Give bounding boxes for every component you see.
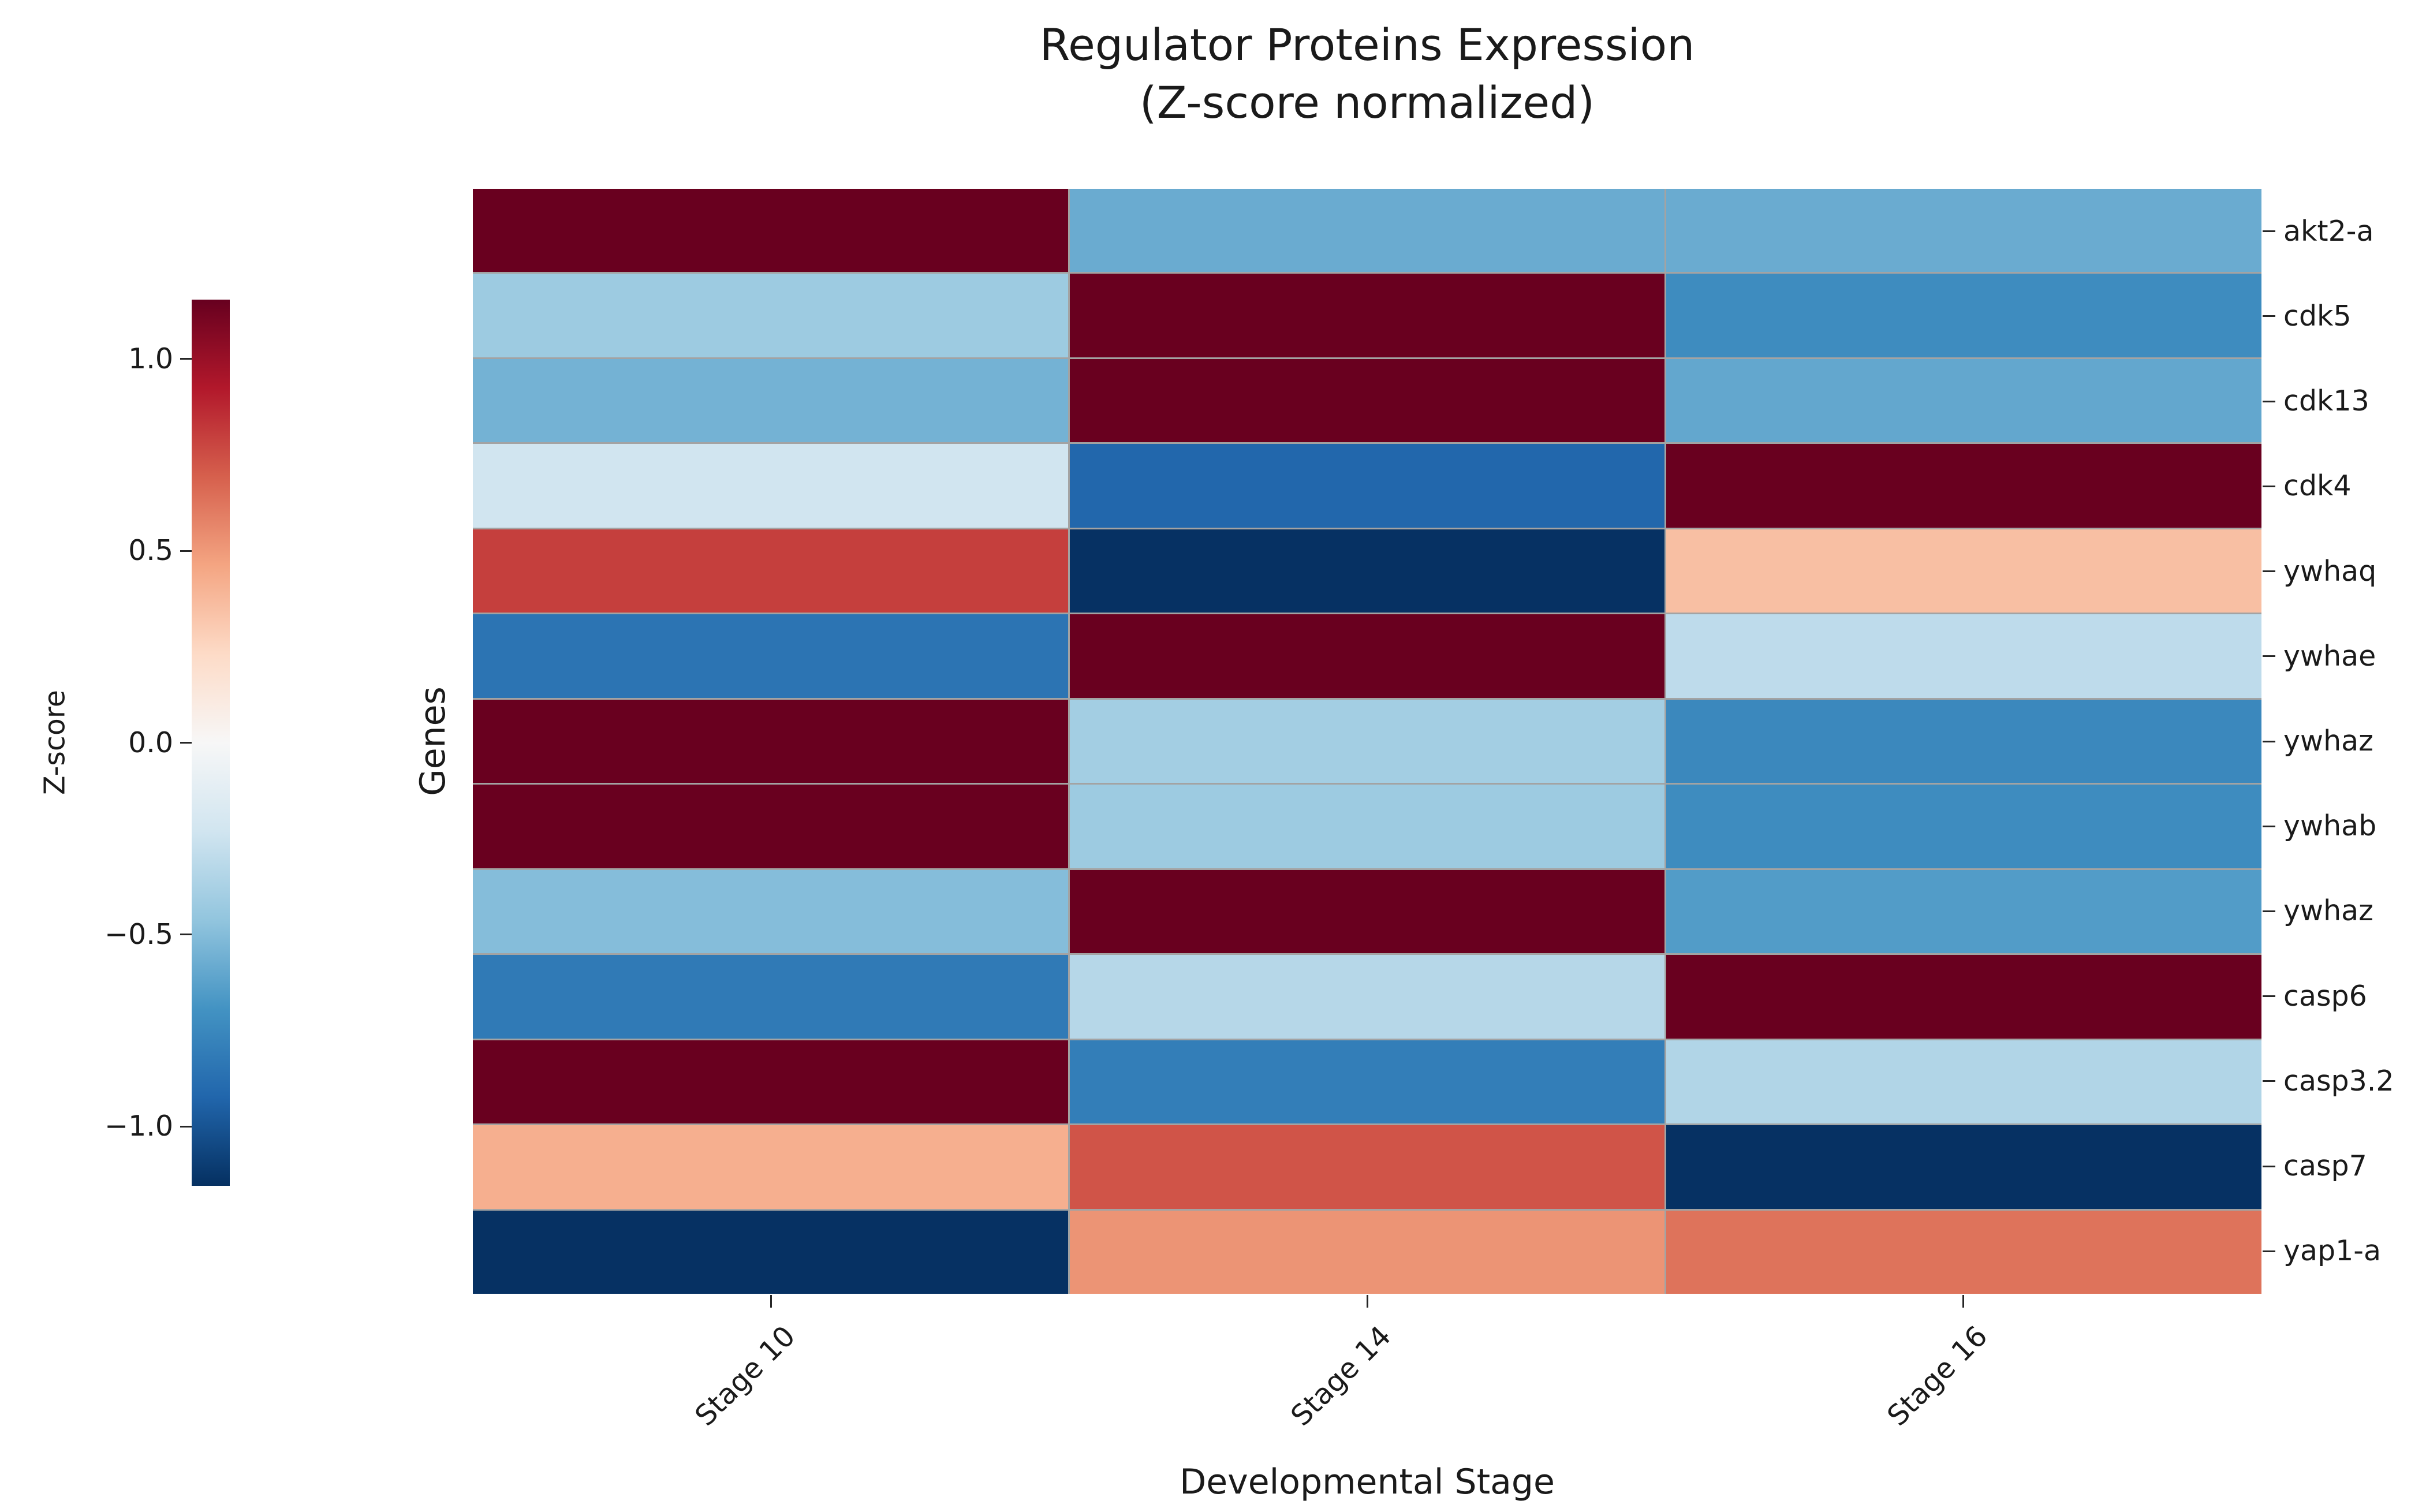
gene-tick-label: ywhaz — [2283, 894, 2373, 928]
heatmap-cell — [1666, 699, 2261, 783]
heatmap-cell — [473, 869, 1068, 954]
gene-tick — [2263, 485, 2275, 487]
heatmap-cell — [473, 529, 1068, 613]
heatmap-cell — [1666, 359, 2261, 443]
heatmap-cell — [473, 614, 1068, 698]
colorbar-tick-label: 0.5 — [128, 534, 173, 568]
colorbar-tick-label: −1.0 — [104, 1110, 173, 1143]
heatmap-cell — [473, 1040, 1068, 1124]
heatmap-cell — [1069, 1210, 1665, 1294]
heatmap-cell — [1069, 785, 1665, 868]
colorbar-tick — [180, 1125, 192, 1128]
gene-tick-label: ywhab — [2283, 809, 2377, 843]
heatmap-cell — [1069, 189, 1665, 272]
gene-tick-label: yap1-a — [2283, 1234, 2382, 1268]
heatmap-cell — [473, 444, 1068, 528]
stage-tick-label: Stage 10 — [688, 1319, 802, 1433]
y-axis-label: Genes — [413, 686, 453, 796]
heatmap-grid — [473, 189, 2261, 1294]
stage-tick-label: Stage 14 — [1285, 1319, 1398, 1433]
heatmap-cell — [1666, 529, 2261, 613]
gene-tick — [2263, 655, 2275, 658]
heatmap-cell — [1666, 785, 2261, 868]
gene-tick-label: casp7 — [2283, 1149, 2367, 1183]
chart-subtitle: (Z-score normalized) — [1139, 77, 1595, 128]
heatmap-cell — [473, 955, 1068, 1039]
heatmap-cell — [473, 1210, 1068, 1294]
heatmap-cell — [1666, 274, 2261, 357]
gene-tick — [2263, 1165, 2275, 1167]
heatmap-cell — [473, 359, 1068, 443]
heatmap-cell — [1666, 869, 2261, 954]
gene-tick — [2263, 570, 2275, 573]
gene-tick — [2263, 315, 2275, 318]
colorbar-tick — [180, 934, 192, 936]
gene-tick-label: cdk4 — [2283, 469, 2352, 503]
heatmap-cell — [1666, 1125, 2261, 1209]
gene-tick — [2263, 995, 2275, 998]
gene-tick — [2263, 230, 2275, 233]
gene-tick-label: casp3.2 — [2283, 1064, 2394, 1097]
x-axis-label: Developmental Stage — [1180, 1462, 1555, 1502]
gene-tick — [2263, 1080, 2275, 1082]
gene-tick — [2263, 910, 2275, 912]
heatmap-cell — [1069, 444, 1665, 528]
gene-tick-label: cdk13 — [2283, 384, 2369, 418]
heatmap-cell — [473, 189, 1068, 272]
stage-tick-label: Stage 16 — [1881, 1319, 1994, 1433]
heatmap-cell — [1069, 699, 1665, 783]
gene-tick-label: akt2-a — [2283, 214, 2374, 248]
heatmap-cell — [1666, 955, 2261, 1039]
gene-tick-label: cdk5 — [2283, 299, 2352, 333]
heatmap-cell — [473, 274, 1068, 357]
colorbar-tick-label: 1.0 — [128, 342, 173, 375]
heatmap-cell — [473, 699, 1068, 783]
colorbar-label: Z-score — [38, 689, 72, 796]
colorbar-tick — [180, 550, 192, 552]
chart-title: Regulator Proteins Expression — [1039, 19, 1695, 70]
heatmap-cell — [1069, 529, 1665, 613]
heatmap-cell — [1069, 614, 1665, 698]
chart-title-block: Regulator Proteins Expression (Z-score n… — [473, 16, 2261, 132]
colorbar-tick — [180, 358, 192, 360]
heatmap-cell — [1666, 1040, 2261, 1124]
heatmap-cell — [1069, 955, 1665, 1039]
heatmap-cell — [1666, 1210, 2261, 1294]
colorbar-tick — [180, 742, 192, 744]
gene-tick-label: ywhaz — [2283, 725, 2373, 757]
heatmap-cell — [473, 1125, 1068, 1209]
heatmap-cell — [1069, 1040, 1665, 1124]
gene-tick — [2263, 740, 2275, 742]
colorbar-tick-label: −0.5 — [104, 917, 173, 951]
heatmap-cell — [1069, 1125, 1665, 1209]
heatmap-cell — [1666, 189, 2261, 272]
stage-tick — [1962, 1295, 1965, 1308]
heatmap-cell — [473, 785, 1068, 868]
gene-tick-label: casp6 — [2283, 979, 2367, 1013]
colorbar-tick-label: 0.0 — [128, 726, 173, 759]
gene-tick — [2263, 1250, 2275, 1252]
heatmap-cell — [1666, 614, 2261, 698]
heatmap-cell — [1666, 444, 2261, 528]
gene-tick — [2263, 825, 2275, 827]
stage-tick — [770, 1295, 772, 1308]
gene-tick-label: ywhae — [2283, 639, 2376, 673]
stage-tick — [1366, 1295, 1368, 1308]
heatmap-cell — [1069, 869, 1665, 954]
gene-tick-label: ywhaq — [2283, 554, 2377, 588]
heatmap-cell — [1069, 274, 1665, 357]
heatmap-cell — [1069, 359, 1665, 443]
gene-tick — [2263, 400, 2275, 402]
colorbar-gradient — [192, 300, 230, 1186]
